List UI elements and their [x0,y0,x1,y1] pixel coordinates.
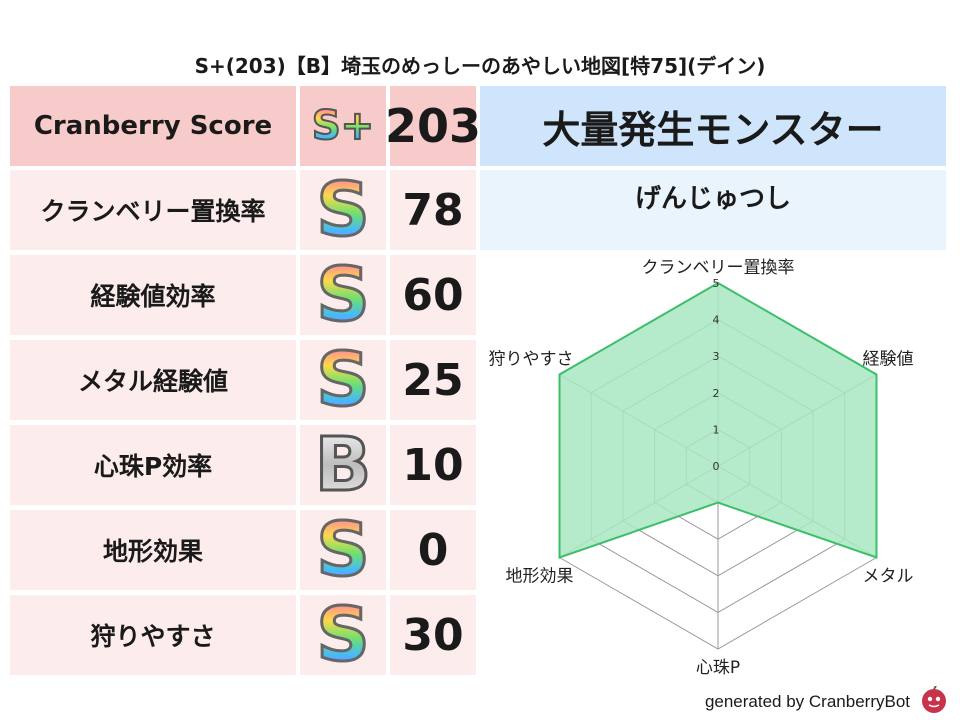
metric-label: メタル経験値 [10,340,296,420]
monster-name: げんじゅつし [480,170,946,250]
rank-badge-icon: S+ [311,103,375,149]
monster-section-title: 大量発生モンスター [480,86,946,166]
score-header-value-cell: 203 [385,86,481,166]
score-header-rank-cell: S+ [300,86,386,166]
radar-axis-label: 狩りやすさ [489,350,574,370]
rank-badge-icon: S [315,337,371,423]
metric-score-cell: 10 [390,425,476,505]
rank-badge-icon: B [313,422,372,508]
metric-score-cell: 78 [390,170,476,250]
radar-axis-label: メタル [862,567,913,587]
metric-label: クランベリー置換率 [10,170,296,250]
footer-credit: generated by CranberryBot [704,692,910,711]
radar-tick-label: 4 [713,314,720,327]
rank-badge-icon: S [315,507,371,593]
metric-score-cell: 30 [390,595,476,675]
page-title: S+(203)【B】埼玉のめっしーのあやしい地図[特75](デイン) [194,54,766,78]
metric-score-cell: 25 [390,340,476,420]
radar-tick-label: 1 [713,423,720,436]
metric-label: 狩りやすさ [10,595,296,675]
radar-axis-label: 経験値 [862,350,913,370]
metric-rank-cell: S [300,510,386,590]
metric-rank-cell: S [300,595,386,675]
radar-tick-label: 5 [713,277,720,290]
radar-axis-label: クランベリー置換率 [642,258,795,278]
radar-data-area [558,281,878,559]
score-header-label: Cranberry Score [10,86,296,166]
radar-tick-label: 3 [713,350,720,363]
metric-score: 10 [402,439,464,491]
total-score: 203 [384,99,482,153]
metric-rank-cell: S [300,170,386,250]
metric-label: 心珠P効率 [10,425,296,505]
metric-score: 25 [402,354,464,406]
metric-score: 78 [402,184,464,236]
metric-score-cell: 60 [390,255,476,335]
metric-label: 地形効果 [10,510,296,590]
radar-tick-label: 0 [713,460,720,473]
metric-score-cell: 0 [390,510,476,590]
metric-rank-cell: S [300,340,386,420]
metric-rank-cell: S [300,255,386,335]
metric-score: 30 [402,609,464,661]
cranberry-bot-icon [922,686,946,713]
rank-badge-icon: S [315,167,371,253]
radar-tick-label: 2 [713,387,720,400]
metric-rank-cell: B [300,425,386,505]
rank-badge-icon: S [315,592,371,678]
radar-axis-label: 地形効果 [506,567,574,587]
radar-axis-label: 心珠P [696,658,740,678]
metric-score: 60 [402,269,464,321]
rank-badge-icon: S [315,252,371,338]
metric-score: 0 [417,524,449,576]
metric-label: 経験値効率 [10,255,296,335]
